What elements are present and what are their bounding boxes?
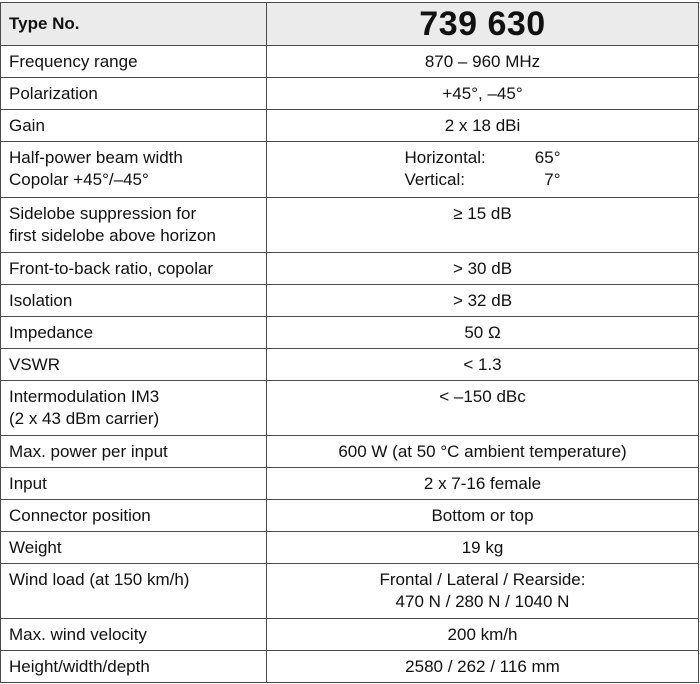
spec-label-line: (2 x 43 dBm carrier) [9, 409, 160, 428]
table-row: Intermodulation IM3 (2 x 43 dBm carrier)… [0, 380, 699, 436]
spec-label-line: Sidelobe suppression for [9, 204, 197, 223]
table-row: Frequency range 870 – 960 MHz [0, 45, 699, 78]
spec-value: 600 W (at 50 °C ambient temperature) [266, 435, 699, 468]
header-row: Type No. 739 630 [0, 2, 699, 46]
vertical-value: 7° [544, 170, 561, 189]
table-row: Isolation > 32 dB [0, 284, 699, 317]
spec-value: ≥ 15 dB [266, 197, 699, 253]
spec-value: < 1.3 [266, 348, 699, 381]
table-row: Max. wind velocity 200 km/h [0, 618, 699, 651]
horizontal-label: Horizontal: [404, 148, 486, 167]
spec-value-line: Frontal / Lateral / Rearside: [379, 570, 586, 589]
spec-label: Front-to-back ratio, copolar [0, 252, 267, 285]
spec-label: Max. power per input [0, 435, 267, 468]
spec-value: 19 kg [266, 531, 699, 564]
table-row: Max. power per input 600 W (at 50 °C amb… [0, 435, 699, 468]
table-row: Connector position Bottom or top [0, 499, 699, 532]
horizontal-value: 65° [534, 148, 561, 167]
type-no-value: 739 630 [266, 2, 699, 46]
spec-value: 200 km/h [266, 618, 699, 651]
type-no-label: Type No. [0, 2, 267, 46]
spec-label: Half-power beam width Copolar +45°/–45° [0, 141, 267, 198]
spec-label: Isolation [0, 284, 267, 317]
table-row: Sidelobe suppression for first sidelobe … [0, 197, 699, 253]
spec-label: Input [0, 467, 267, 500]
spec-value: 2 x 18 dBi [266, 109, 699, 142]
table-row: Gain 2 x 18 dBi [0, 109, 699, 142]
spec-label: Gain [0, 109, 267, 142]
spec-label-line: first sidelobe above horizon [9, 226, 216, 245]
table-row: Weight 19 kg [0, 531, 699, 564]
table-row: Wind load (at 150 km/h) Frontal / Latera… [0, 563, 699, 619]
vertical-label: Vertical: [404, 170, 465, 189]
spec-value: < –150 dBc [266, 380, 699, 436]
table-row: Impedance 50 Ω [0, 316, 699, 349]
table-row: Polarization +45°, –45° [0, 77, 699, 110]
spec-value: > 32 dB [266, 284, 699, 317]
spec-label: Intermodulation IM3 (2 x 43 dBm carrier) [0, 380, 267, 436]
spec-label: Max. wind velocity [0, 618, 267, 651]
spec-label-line: Copolar +45°/–45° [9, 170, 149, 189]
spec-value: 870 – 960 MHz [266, 45, 699, 78]
spec-value: Frontal / Lateral / Rearside: 470 N / 28… [266, 563, 699, 619]
spec-label: Sidelobe suppression for first sidelobe … [0, 197, 267, 253]
table-row: Front-to-back ratio, copolar > 30 dB [0, 252, 699, 285]
spec-label-line: Half-power beam width [9, 148, 183, 167]
spec-label-line: Intermodulation IM3 [9, 387, 160, 406]
spec-value: > 30 dB [266, 252, 699, 285]
table-row: Input 2 x 7-16 female [0, 467, 699, 500]
table-row: Height/width/depth 2580 / 262 / 116 mm [0, 650, 699, 683]
spec-label: Connector position [0, 499, 267, 532]
spec-value: 2 x 7-16 female [266, 467, 699, 500]
beam-width-grid: Horizontal: 65° Vertical: 7° [405, 147, 561, 191]
spec-label: Frequency range [0, 45, 267, 78]
spec-value: 2580 / 262 / 116 mm [266, 650, 699, 683]
spec-label: Weight [0, 531, 267, 564]
spec-value: Bottom or top [266, 499, 699, 532]
spec-value: +45°, –45° [266, 77, 699, 110]
spec-label: Wind load (at 150 km/h) [0, 563, 267, 619]
beam-width-value: Horizontal: 65° Vertical: 7° [266, 141, 699, 198]
spec-label: Impedance [0, 316, 267, 349]
table-row: Half-power beam width Copolar +45°/–45° … [0, 141, 699, 198]
table-row: VSWR < 1.3 [0, 348, 699, 381]
spec-label: Height/width/depth [0, 650, 267, 683]
spec-label: VSWR [0, 348, 267, 381]
spec-value-line: 470 N / 280 N / 1040 N [395, 592, 570, 611]
spec-value: 50 Ω [266, 316, 699, 349]
spec-label: Polarization [0, 77, 267, 110]
